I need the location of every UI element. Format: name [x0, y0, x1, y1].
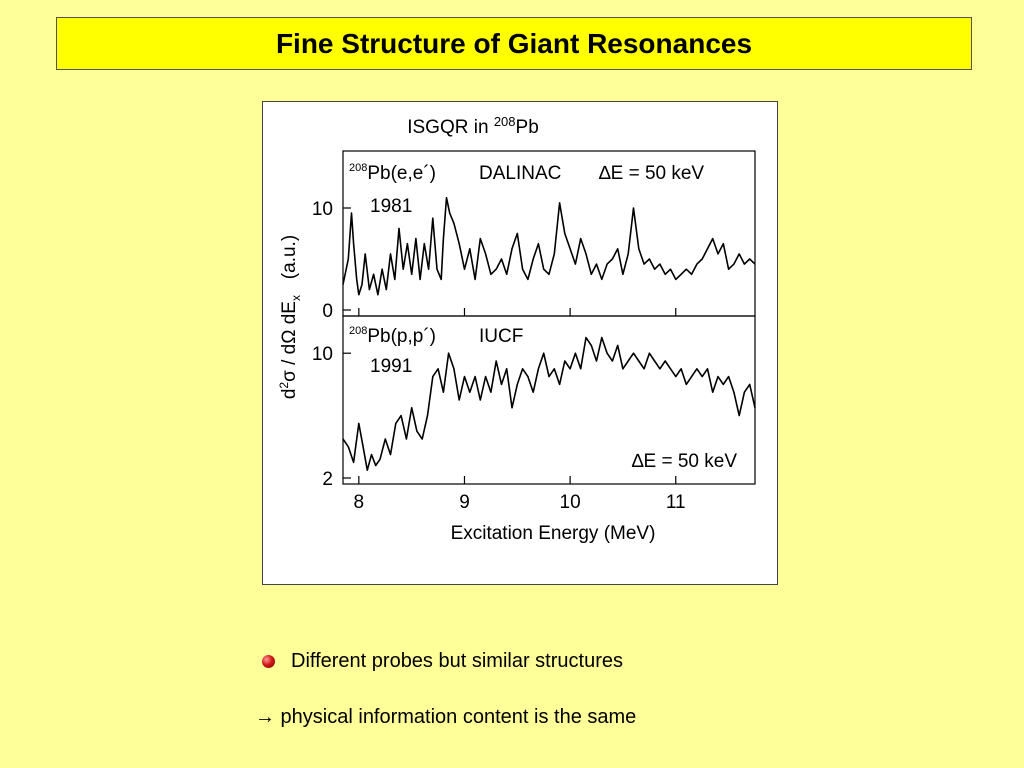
top-panel-spectrum-line	[342, 197, 756, 296]
x-tick-label: 8	[354, 492, 365, 513]
arrow-icon: →	[255, 706, 275, 728]
bottom-panel-reaction-label: 208Pb(p,p´)	[349, 325, 436, 347]
chart-title-superscript: 208	[494, 114, 516, 129]
x-tick-label: 11	[666, 492, 686, 513]
top-panel-year: 1981	[370, 196, 412, 217]
bullet-icon	[262, 655, 275, 668]
bottom-panel-year: 1991	[370, 356, 412, 377]
y-axis-label: d2σ / dΩ dEx (a.u.)	[277, 235, 303, 399]
bottom-panel-resolution: ∆E = 50 keV	[632, 451, 737, 472]
top-panel-reaction-label: 208Pb(e,e´)	[349, 162, 436, 184]
conclusion-text: physical information content is the same	[275, 706, 637, 728]
x-axis-label: Excitation Energy (MeV)	[451, 523, 656, 544]
bullet-item: Different probes but similar structures	[262, 650, 623, 673]
bottom-panel-spectrum-line	[342, 336, 756, 471]
top-panel-y-tick-label: 10	[312, 199, 333, 220]
bottom-panel-facility: IUCF	[479, 326, 523, 347]
chart-marks: 0 10 2 10 8 9 10 11	[312, 197, 756, 513]
conclusion-item: → physical information content is the sa…	[255, 706, 636, 729]
bottom-panel-frame	[342, 315, 756, 485]
chart-title: ISGQR in 208Pb	[407, 114, 539, 138]
bottom-panel-y-tick-label: 2	[322, 469, 333, 490]
spectra-chart: ISGQR in 208Pb d2σ / dΩ dEx (a.u.) 208Pb…	[277, 114, 756, 544]
chart-container: ISGQR in 208Pb d2σ / dΩ dEx (a.u.) 208Pb…	[262, 101, 778, 585]
top-panel-resolution: ∆E = 50 keV	[599, 163, 704, 184]
top-panel-facility: DALINAC	[479, 163, 561, 184]
slide-title-box: Fine Structure of Giant Resonances	[56, 17, 972, 70]
bullet-text: Different probes but similar structures	[291, 650, 623, 672]
x-tick-label: 9	[459, 492, 470, 513]
x-tick-label: 10	[560, 492, 581, 513]
slide-title: Fine Structure of Giant Resonances	[275, 27, 753, 59]
top-panel-y-tick-label: 0	[322, 301, 333, 322]
bottom-panel-y-tick-label: 10	[312, 344, 333, 365]
